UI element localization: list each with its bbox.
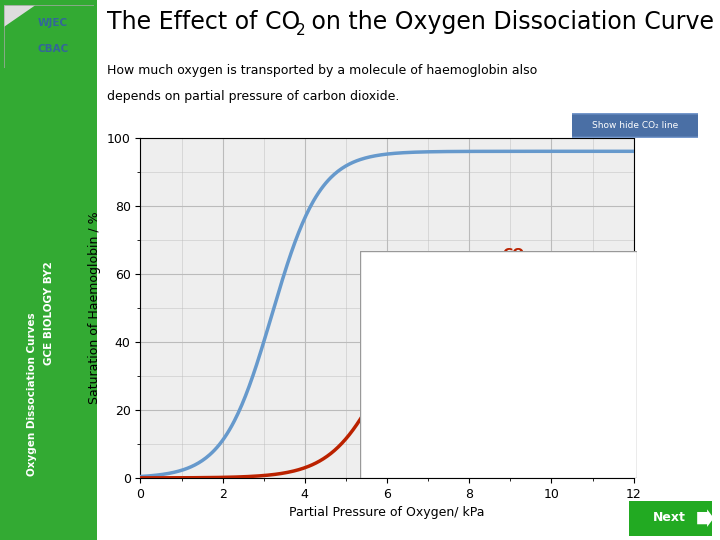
- Text: partial pressures of carbon dioxide, the: partial pressures of carbon dioxide, the: [371, 286, 585, 296]
- Text: The Effect of CO: The Effect of CO: [107, 10, 300, 34]
- Text: Next: Next: [652, 511, 685, 524]
- Text: CO: CO: [502, 247, 524, 261]
- Text: CBAC: CBAC: [37, 44, 68, 54]
- Text: GCE BIOLOGY BY2: GCE BIOLOGY BY2: [44, 261, 54, 365]
- Text: oxygen dissociation curve shifts to the: oxygen dissociation curve shifts to the: [371, 307, 581, 317]
- Text: 2: 2: [528, 255, 535, 265]
- Text: right.: right.: [371, 328, 400, 338]
- Text: Higher partial pressure of carbon: Higher partial pressure of carbon: [371, 413, 552, 422]
- Text: 2: 2: [296, 23, 305, 38]
- FancyBboxPatch shape: [629, 501, 712, 536]
- FancyArrow shape: [697, 509, 714, 527]
- Text: Oxygen Dissociation Curves: Oxygen Dissociation Curves: [27, 312, 37, 476]
- Text: dioxide increases the dissociation of: dioxide increases the dissociation of: [371, 434, 569, 443]
- Text: WJEC: WJEC: [38, 18, 68, 28]
- Polygon shape: [4, 5, 35, 27]
- Text: From the graph we see that at high: From the graph we see that at high: [371, 265, 564, 275]
- Text: Show hide CO₂ line: Show hide CO₂ line: [593, 121, 678, 130]
- Text: oxyhaemoglobin.: oxyhaemoglobin.: [371, 455, 465, 464]
- Text: depends on partial pressure of carbon dioxide.: depends on partial pressure of carbon di…: [107, 90, 400, 103]
- FancyBboxPatch shape: [360, 251, 637, 478]
- Text: on the Oxygen Dissociation Curve: on the Oxygen Dissociation Curve: [304, 10, 714, 34]
- FancyBboxPatch shape: [569, 113, 702, 138]
- Text: How much oxygen is transported by a molecule of haemoglobin also: How much oxygen is transported by a mole…: [107, 64, 537, 77]
- Text: This is called Bohr’s shift.: This is called Bohr’s shift.: [371, 370, 510, 380]
- Y-axis label: Saturation of Haemoglobin / %: Saturation of Haemoglobin / %: [89, 212, 102, 404]
- X-axis label: Partial Pressure of Oxygen/ kPa: Partial Pressure of Oxygen/ kPa: [289, 506, 485, 519]
